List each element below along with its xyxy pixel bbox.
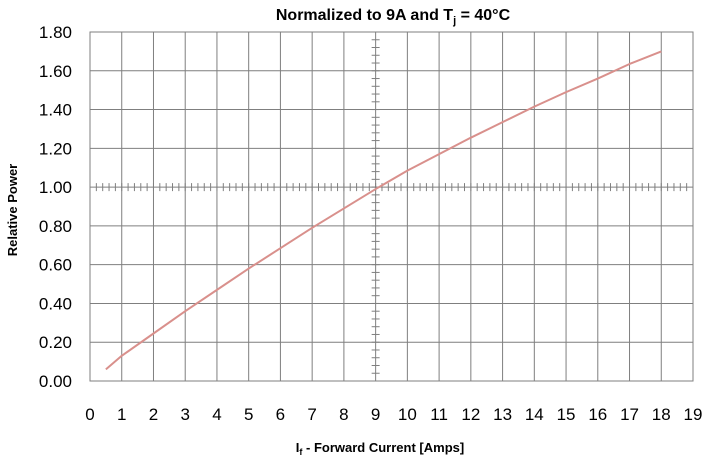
x-tick-label: 16 xyxy=(588,405,607,424)
minor-ticks xyxy=(89,31,694,382)
x-tick-label: 4 xyxy=(212,405,221,424)
y-tick-label: 1.80 xyxy=(39,23,72,42)
series-layer xyxy=(105,50,662,371)
y-tick-label: 0.20 xyxy=(39,333,72,352)
x-tick-label: 14 xyxy=(525,405,544,424)
y-tick-labels: 0.00 0.20 0.40 0.60 0.80 1.00 1.20 1.40 1.60 1.80 xyxy=(39,23,72,391)
x-tick-label: 18 xyxy=(652,405,671,424)
y-tick-label: 1.00 xyxy=(39,178,72,197)
x-axis-label-tail: - Forward Current [Amps] xyxy=(302,440,464,455)
x-tick-label: 3 xyxy=(180,405,189,424)
x-axis-label-subscript: f xyxy=(299,447,303,457)
x-tick-label: 15 xyxy=(557,405,576,424)
x-tick-label: 9 xyxy=(371,405,380,424)
x-tick-label: 1 xyxy=(117,405,126,424)
x-tick-label: 10 xyxy=(398,405,417,424)
series-line xyxy=(105,50,662,371)
chart-title-main: Normalized to 9A and T xyxy=(276,7,453,24)
x-tick-label: 2 xyxy=(149,405,158,424)
y-axis-label: Relative Power xyxy=(5,164,20,257)
plot-border xyxy=(89,31,694,382)
x-tick-label: 7 xyxy=(307,405,316,424)
x-tick-label: 19 xyxy=(684,405,703,424)
chart-title-tail: = 40°C xyxy=(456,7,510,24)
x-tick-label: 13 xyxy=(493,405,512,424)
y-tick-label: 1.40 xyxy=(39,101,72,120)
plot-area-border xyxy=(89,31,694,382)
x-tick-label: 0 xyxy=(85,405,94,424)
x-tick-label: 6 xyxy=(276,405,285,424)
grid xyxy=(89,31,694,382)
x-tick-label: 12 xyxy=(461,405,480,424)
x-tick-label: 8 xyxy=(339,405,348,424)
y-tick-label: 1.60 xyxy=(39,62,72,81)
y-tick-label: 1.20 xyxy=(39,139,72,158)
x-tick-labels: 0 1 2 3 4 5 6 7 8 9 10 11 12 13 14 15 16 17 18 19 xyxy=(85,405,702,424)
y-tick-label: 0.40 xyxy=(39,294,72,313)
x-tick-label: 17 xyxy=(620,405,639,424)
y-tick-label: 0.80 xyxy=(39,217,72,236)
x-tick-label: 11 xyxy=(430,405,448,424)
chart-title-subscript: j xyxy=(452,15,456,27)
chart-title: Normalized to 9A and Tj = 40°C xyxy=(276,7,511,27)
y-tick-label: 0.00 xyxy=(39,372,72,391)
x-axis-label-main: I xyxy=(296,440,300,455)
x-tick-label: 5 xyxy=(244,405,253,424)
x-axis-label: If - Forward Current [Amps] xyxy=(296,440,464,457)
y-tick-label: 0.60 xyxy=(39,256,72,275)
